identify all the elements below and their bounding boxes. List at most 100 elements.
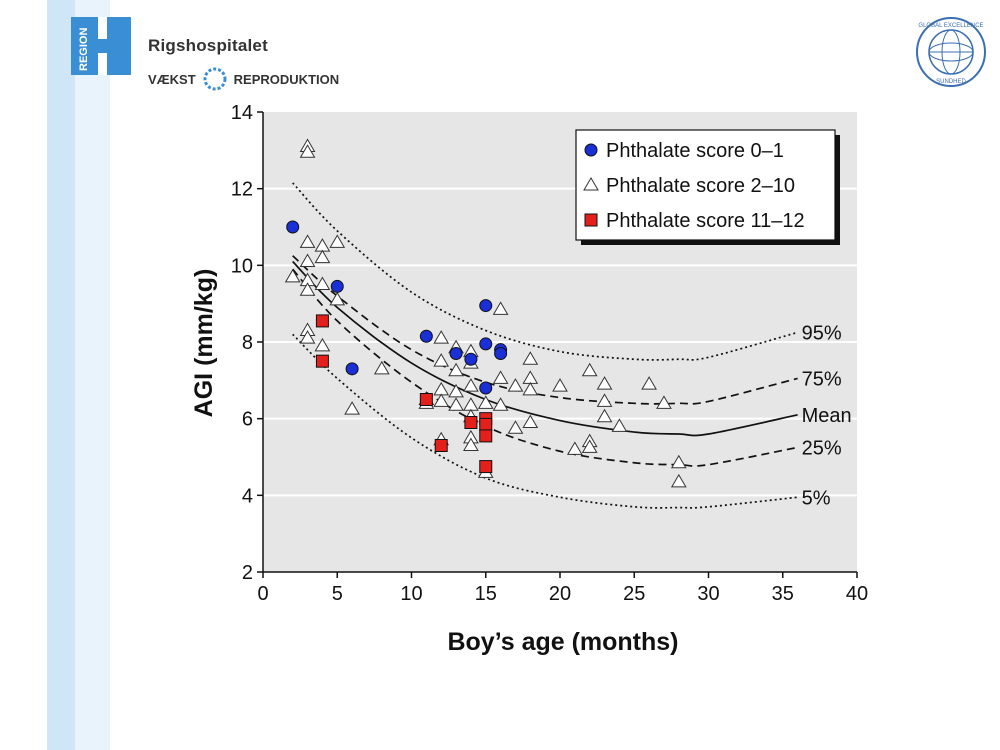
legend-marker-square (584, 213, 598, 227)
data-point-triangle (581, 439, 598, 453)
seal-subtext: SUNDHED (936, 79, 966, 85)
data-point-triangle (299, 253, 316, 267)
curve-label: 5% (802, 487, 831, 509)
data-point-triangle (596, 393, 613, 407)
tagline: VÆKST REPRODUKTION (148, 66, 339, 92)
data-point-square (479, 417, 493, 431)
data-point-triangle (492, 301, 509, 315)
data-point-triangle (596, 408, 613, 423)
data-point-circle (464, 352, 478, 366)
left-accent-stripe (47, 0, 75, 750)
x-tick-label: 0 (257, 583, 268, 605)
legend-label: Phthalate score 0–1 (606, 140, 784, 162)
curve-label: 25% (802, 437, 842, 459)
data-point-triangle (433, 330, 450, 344)
percentile-curve-25pct (292, 268, 798, 467)
data-point-triangle (477, 395, 494, 409)
y-tick-label: 14 (231, 102, 253, 124)
curve-label: 75% (802, 368, 842, 390)
data-point-circle (330, 279, 344, 293)
data-point-circle (479, 381, 493, 395)
data-point-triangle (463, 437, 479, 451)
data-point-triangle (656, 395, 672, 409)
data-point-triangle (448, 397, 464, 411)
data-point-triangle (463, 378, 479, 392)
data-point-triangle (314, 276, 331, 290)
y-axis-label: AGI (mm/kg) (190, 269, 218, 418)
percentile-curve-75pct (292, 255, 798, 405)
data-point-triangle (314, 337, 331, 352)
data-point-triangle (641, 376, 657, 390)
y-tick-label: 6 (242, 409, 253, 431)
region-h-logo: REGION (71, 17, 131, 75)
data-point-square (464, 416, 478, 429)
data-point-circle (494, 347, 508, 360)
data-point-triangle (522, 351, 539, 365)
x-tick-label: 30 (697, 583, 719, 605)
x-tick-label: 35 (772, 583, 794, 605)
legend-label: Phthalate score 11–12 (606, 210, 805, 232)
data-point-triangle (373, 360, 390, 375)
data-point-square (315, 354, 329, 368)
data-point-triangle (670, 473, 687, 488)
tagline-left: VÆKST (148, 71, 196, 87)
data-point-circle (345, 362, 359, 376)
legend-marker-circle (584, 143, 598, 157)
region-label: REGION (78, 28, 90, 71)
data-point-triangle (433, 393, 450, 407)
global-excellence-seal: GLOBAL EXCELLENCE SUNDHED (916, 17, 986, 87)
x-tick-label: 40 (846, 583, 868, 605)
y-tick-label: 2 (242, 562, 253, 584)
curve-label: 95% (802, 322, 842, 344)
data-point-square (479, 429, 493, 443)
data-point-triangle (329, 291, 346, 306)
data-point-triangle (299, 330, 316, 344)
x-tick-label: 15 (475, 583, 497, 605)
x-tick-label: 10 (400, 583, 422, 605)
data-point-triangle (596, 376, 613, 390)
data-point-triangle (581, 362, 598, 377)
hospital-name: Rigshospitalet (148, 36, 268, 55)
data-point-square (479, 460, 493, 474)
data-point-circle (449, 347, 463, 360)
x-tick-label: 5 (332, 583, 343, 605)
percentile-curve-95pct (292, 182, 798, 361)
data-point-triangle (299, 282, 316, 296)
seal-text: GLOBAL EXCELLENCE (918, 23, 983, 29)
data-point-triangle (670, 454, 687, 469)
data-point-triangle (448, 383, 464, 398)
data-point-triangle (522, 414, 539, 428)
data-point-triangle (492, 397, 509, 411)
data-point-triangle (566, 441, 583, 455)
data-point-triangle (284, 268, 301, 283)
data-point-triangle (433, 353, 450, 367)
data-point-circle (479, 337, 493, 351)
data-point-triangle (492, 370, 509, 384)
data-point-square (419, 393, 433, 406)
tagline-right: REPRODUKTION (233, 71, 340, 87)
data-point-square (434, 439, 448, 452)
data-point-triangle (507, 420, 524, 434)
legend (575, 129, 836, 241)
data-point-triangle (299, 234, 316, 248)
legend-label: Phthalate score 2–10 (606, 175, 795, 197)
data-point-square (315, 314, 329, 328)
legend-marker-triangle (583, 177, 599, 191)
data-point-triangle (552, 378, 568, 392)
y-tick-label: 10 (231, 255, 253, 277)
data-point-circle (286, 220, 300, 234)
data-point-circle (479, 299, 493, 313)
data-point-circle (419, 329, 433, 343)
data-point-triangle (329, 234, 346, 248)
data-point-triangle (299, 144, 316, 158)
percentile-curve-mean (292, 260, 798, 437)
data-point-triangle (344, 401, 360, 415)
y-tick-label: 8 (242, 332, 253, 354)
left-accent-stripe-light (75, 0, 110, 750)
data-point-triangle (314, 249, 331, 264)
data-point-triangle (522, 381, 539, 396)
data-point-triangle (507, 378, 524, 392)
y-tick-label: 12 (231, 179, 253, 201)
percentile-curve-5pct (292, 333, 798, 509)
